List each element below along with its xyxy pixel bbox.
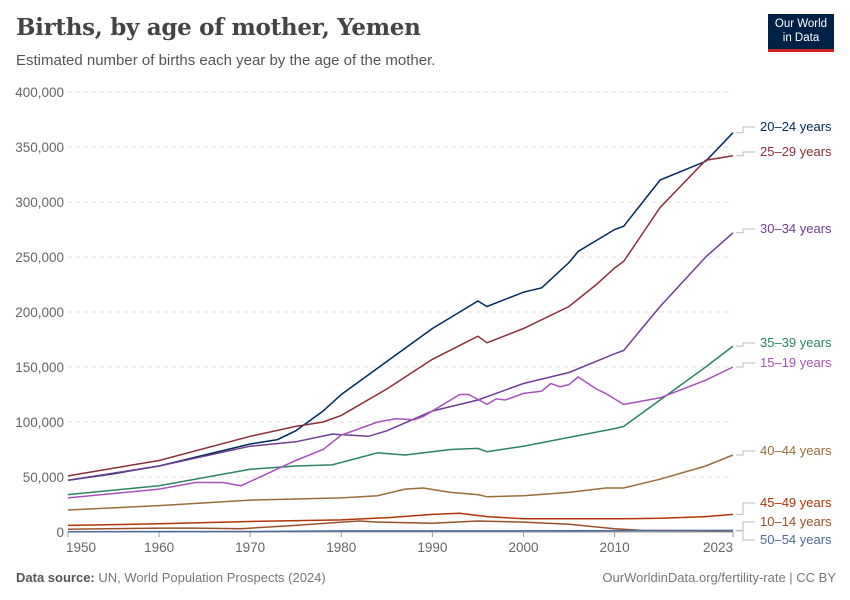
series-line-25-29[interactable] (67, 155, 734, 477)
series-label[interactable]: 25–29 years (760, 144, 832, 159)
series-line-10-14[interactable] (67, 520, 734, 532)
source-label: Data source: (16, 570, 95, 585)
source-text[interactable]: UN, World Population Prospects (2024) (98, 570, 326, 585)
y-tick-label: 150,000 (15, 360, 64, 375)
series-label[interactable]: 35–39 years (760, 335, 832, 350)
label-connector (736, 450, 755, 456)
series-line-20-24[interactable] (67, 132, 734, 482)
label-connector (736, 126, 755, 134)
y-tick-label: 350,000 (15, 140, 64, 155)
y-tick-label: 300,000 (15, 195, 64, 210)
series-label[interactable]: 15–19 years (760, 355, 832, 370)
series-label[interactable]: 30–34 years (760, 221, 832, 236)
chart-subtitle: Estimated number of births each year by … (16, 52, 436, 69)
y-tick-label: 200,000 (15, 305, 64, 320)
x-tick-label: 1980 (326, 540, 356, 555)
series-label[interactable]: 50–54 years (760, 532, 832, 547)
x-tick-label: 2023 (703, 540, 733, 555)
data-source: Data source: UN, World Population Prospe… (16, 570, 326, 585)
license-link[interactable]: OurWorldinData.org/fertility-rate | CC B… (602, 570, 836, 585)
y-tick-label: 0 (56, 525, 64, 540)
label-connector (736, 502, 755, 515)
chart-title: Births, by age of mother, Yemen (16, 14, 421, 41)
label-connector (736, 529, 755, 541)
series-label[interactable]: 10–14 years (760, 514, 832, 529)
label-connector (736, 151, 755, 157)
label-connector (736, 228, 755, 234)
x-tick-label: 1950 (66, 540, 96, 555)
series-label[interactable]: 20–24 years (760, 119, 832, 134)
x-tick-label: 2010 (600, 540, 630, 555)
label-connector (736, 342, 755, 347)
series-line-35-39[interactable] (67, 345, 734, 496)
series-line-50-54[interactable] (67, 529, 734, 533)
x-tick-label: 1990 (417, 540, 447, 555)
y-tick-label: 100,000 (15, 415, 64, 430)
series-line-40-44[interactable] (67, 454, 734, 511)
label-connector (736, 521, 755, 532)
owid-logo[interactable]: Our World in Data (768, 14, 834, 52)
x-tick-label: 1960 (144, 540, 174, 555)
x-tick-label: 1970 (235, 540, 265, 555)
x-tick-label: 2000 (508, 540, 538, 555)
series-line-15-19[interactable] (67, 366, 734, 499)
y-tick-label: 50,000 (23, 470, 64, 485)
series-label[interactable]: 40–44 years (760, 443, 832, 458)
series-line-45-49[interactable] (67, 512, 734, 527)
y-tick-label: 400,000 (15, 85, 64, 100)
series-line-30-34[interactable] (67, 232, 734, 482)
label-connector (736, 362, 755, 368)
series-label[interactable]: 45–49 years (760, 495, 832, 510)
y-tick-label: 250,000 (15, 250, 64, 265)
